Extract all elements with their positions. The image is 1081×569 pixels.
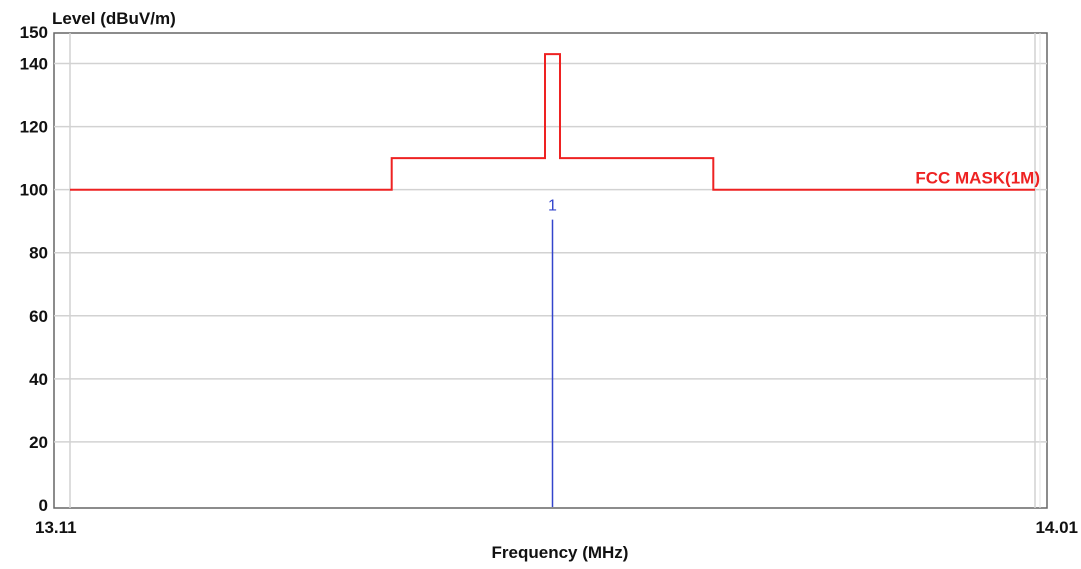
y-tick-label: 60 <box>29 307 48 326</box>
marker-label: 1 <box>548 198 557 215</box>
x-axis-title: Frequency (MHz) <box>492 543 629 562</box>
y-tick-labels: 0 20 40 60 80 100 120 140 150 <box>20 23 48 515</box>
y-tick-label: 100 <box>20 181 48 200</box>
y-tick-label: 120 <box>20 118 48 137</box>
x-tick-labels: 13.11 14.01 <box>35 518 1078 537</box>
x-tick-label: 13.11 <box>35 518 77 537</box>
y-tick-label: 0 <box>39 496 48 515</box>
plot-frame <box>53 32 1048 509</box>
y-tick-label: 40 <box>29 370 48 389</box>
markers-group: 1 <box>548 198 557 507</box>
y-tick-label: 150 <box>20 23 48 42</box>
y-tick-label: 80 <box>29 244 48 263</box>
series-label: FCC MASK(1M) <box>915 169 1040 188</box>
y-tick-label: 20 <box>29 433 48 452</box>
series-line-mask <box>70 53 1035 191</box>
y-tick-label: 140 <box>20 55 48 74</box>
x-tick-label: 14.01 <box>1035 518 1078 537</box>
y-axis-title: Level (dBuV/m) <box>52 9 176 28</box>
series-group: FCC MASK(1M) <box>70 53 1040 191</box>
